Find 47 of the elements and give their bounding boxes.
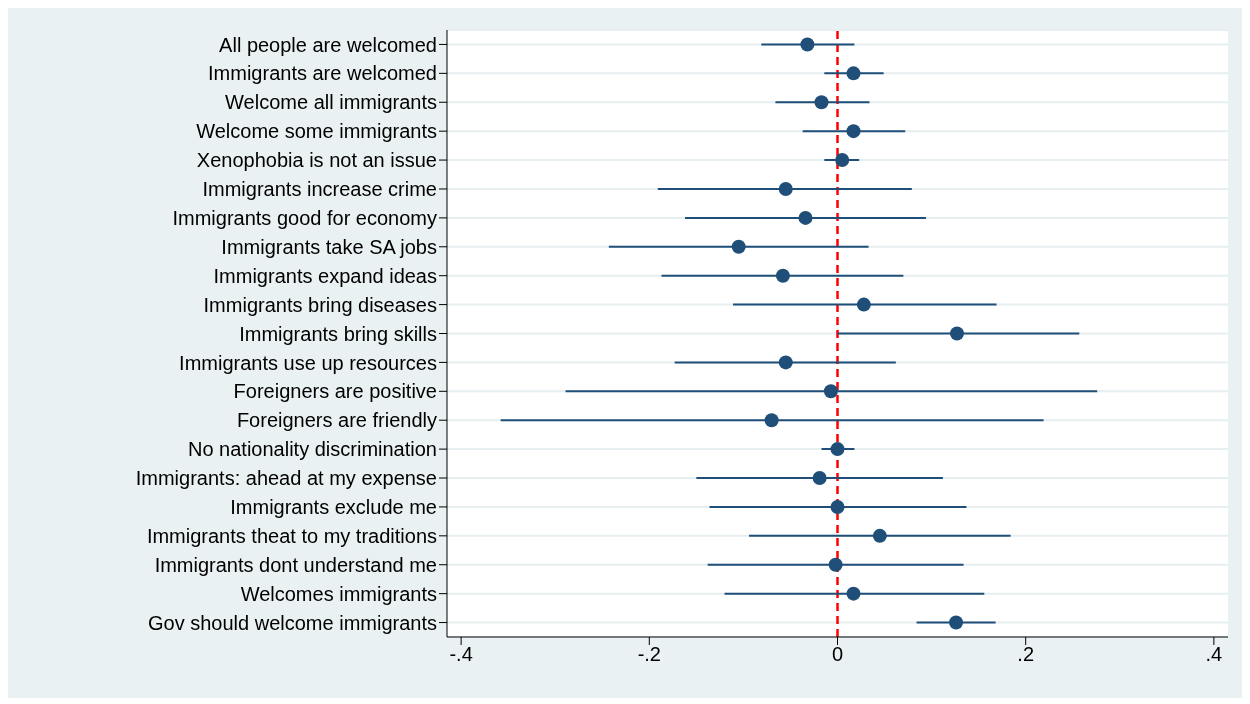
- y-tick-label: Foreigners are positive: [233, 380, 437, 403]
- y-tick-label: Welcome some immigrants: [196, 120, 437, 143]
- point: [731, 239, 746, 254]
- y-tick-label: Immigrants bring skills: [239, 322, 437, 345]
- point: [812, 471, 827, 486]
- y-tick-label: Immigrants use up resources: [179, 351, 437, 374]
- y-tick-label: Immigrants theat to my traditions: [146, 524, 437, 547]
- point: [846, 124, 861, 139]
- point: [823, 384, 838, 399]
- point: [830, 499, 845, 514]
- point: [830, 442, 845, 457]
- point: [764, 413, 779, 428]
- y-tick-label: Welcomes immigrants: [240, 582, 437, 605]
- x-tick-label: 0: [831, 643, 844, 666]
- x-tick-label: -.4: [449, 643, 473, 666]
- point: [950, 326, 964, 341]
- point: [778, 355, 793, 370]
- point: [800, 37, 815, 52]
- point: [872, 528, 887, 543]
- point: [846, 66, 861, 81]
- y-tick-label: No nationality discrimination: [187, 438, 437, 461]
- point: [846, 586, 861, 601]
- y-tick-label: Immigrants expand ideas: [213, 264, 437, 287]
- y-tick-label: Foreigners are friendly: [236, 409, 437, 432]
- point: [828, 557, 843, 572]
- point: [814, 95, 829, 110]
- y-tick-label: Welcome all immigrants: [225, 91, 437, 114]
- y-tick-label: Xenophobia is not an issue: [196, 149, 437, 172]
- y-tick-label: Immigrants good for economy: [172, 206, 437, 229]
- y-tick-label: Immigrants: ahead at my expense: [135, 467, 437, 490]
- point: [798, 210, 813, 225]
- point: [835, 153, 850, 168]
- y-tick-label: Immigrants exclude me: [230, 496, 437, 519]
- y-tick-label: Immigrants increase crime: [202, 178, 437, 201]
- x-tick-label: -.2: [637, 643, 661, 666]
- x-tick-label: .2: [1017, 643, 1035, 666]
- y-tick-label: Immigrants dont understand me: [154, 553, 437, 576]
- point: [778, 181, 793, 196]
- point: [856, 297, 871, 312]
- y-tick-label: Immigrants are welcomed: [208, 62, 437, 85]
- y-tick-label: All people are welcomed: [219, 33, 437, 56]
- point: [775, 268, 790, 283]
- point: [949, 615, 964, 630]
- x-tick-label: .4: [1205, 643, 1223, 666]
- y-tick-label: Gov should welcome immigrants: [148, 611, 437, 634]
- y-tick-label: Immigrants take SA jobs: [221, 235, 437, 258]
- y-tick-label: Immigrants bring diseases: [203, 293, 437, 316]
